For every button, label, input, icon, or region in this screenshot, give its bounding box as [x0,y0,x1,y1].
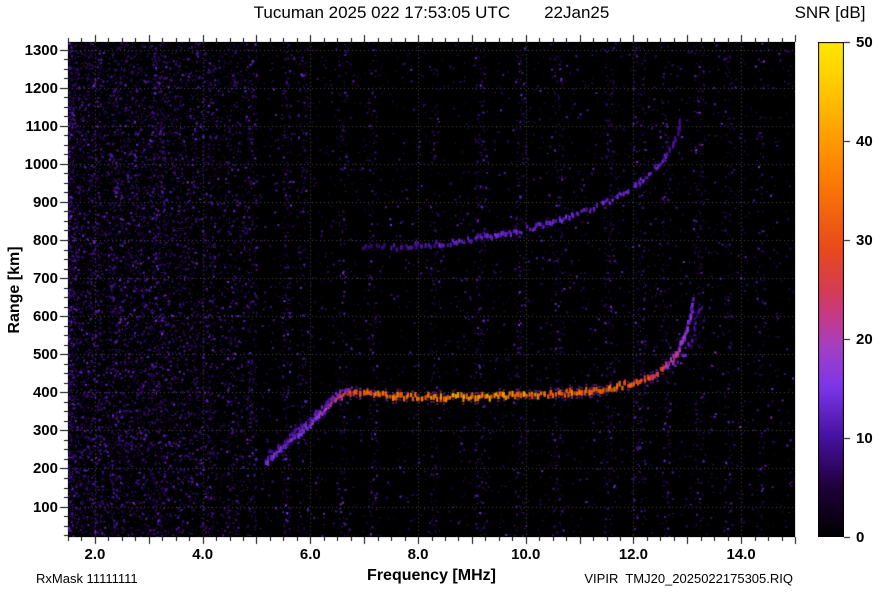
y-tick-label: 200 [32,460,58,478]
x-tick-label: 6.0 [299,546,321,563]
y-tick-label: 1300 [24,41,58,59]
plot-title-date: 22Jan25 [544,3,610,22]
x-tick-label: 12.0 [618,546,649,563]
y-tick-label: 1100 [25,117,58,135]
y-tick-label: 300 [32,422,58,440]
plot-title: Tucuman 2025 022 17:53:05 UTC 22Jan25 [68,3,795,23]
cbar-tick-label: 30 [856,232,873,249]
y-tick-label: 600 [32,308,58,326]
x-axis-label: Frequency [MHz] [367,567,496,584]
cbar-tick-label: 0 [856,529,865,546]
y-tick-label: 1200 [24,79,58,97]
y-tick-label: 900 [32,193,58,211]
colorbar-title: SNR [dB] [794,3,866,22]
y-tick-label: 700 [32,270,58,288]
y-tick-label: 800 [32,232,58,249]
x-tick-label: 10.0 [511,546,541,563]
y-tick-label: 100 [32,498,58,516]
y-tick-label: 1000 [24,155,58,173]
cbar-tick-label: 50 [856,34,873,51]
x-tick-label: 8.0 [407,546,429,563]
filename-label: VIPIR TMJ20_2025022175305.RIQ [584,571,793,586]
ionogram-heatmap [68,42,795,537]
x-tick-label: 4.0 [192,546,214,563]
cbar-tick-label: 20 [856,331,873,348]
cbar-tick-label: 40 [856,133,873,150]
plot-title-main: Tucuman 2025 022 17:53:05 UTC [253,3,511,22]
x-tick-label: 14.0 [726,546,756,563]
cbar-tick-label: 10 [856,430,873,447]
snr-colorbar [818,42,844,537]
y-tick-label: 400 [32,384,58,402]
y-tick-label: 500 [32,346,58,364]
x-tick-label: 2.0 [84,546,106,563]
rxmask-label: RxMask 11111111 [36,571,138,586]
